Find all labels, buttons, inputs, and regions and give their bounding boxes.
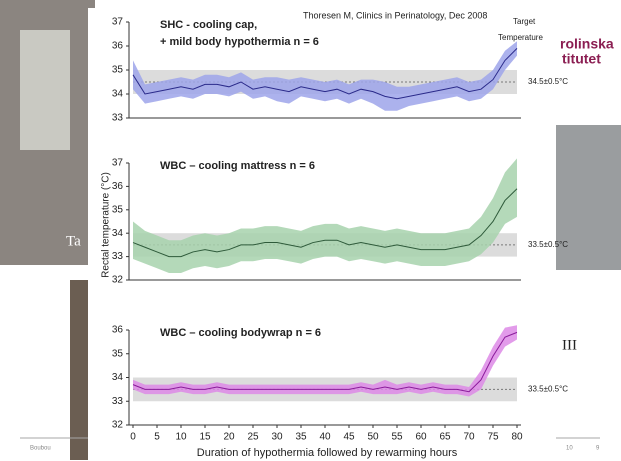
slide-fragment: Ta [66,233,81,249]
panel-title: WBC – cooling bodywrap n = 6 [160,327,321,339]
footer-text: 10 [566,446,573,452]
page-number: 9 [596,446,600,452]
panel-title: WBC – cooling mattress n = 6 [160,160,315,172]
target-label: 34.5±0.5°C [528,77,568,86]
spread-band [133,158,517,273]
x-tick-label: 20 [223,432,235,443]
y-axis-label: Rectal temperature (°C) [101,172,112,278]
x-tick-label: 25 [247,432,259,443]
logo-text: titutet [562,51,601,67]
x-tick-label: 0 [130,432,136,443]
y-tick-label: 34 [112,89,124,100]
x-tick-label: 60 [415,432,427,443]
x-tick-label: 65 [439,432,451,443]
x-tick-label: 15 [199,432,211,443]
logo-text: rolinska [560,36,614,52]
spread-band [133,41,517,111]
y-tick-label: 35 [112,348,124,359]
y-tick-label: 35 [112,204,124,215]
photo-right [555,125,621,270]
mean-line [132,331,518,393]
y-tick-label: 33 [112,113,124,124]
y-tick-label: 36 [112,181,124,192]
slide-fragment: III [562,337,577,353]
y-tick-label: 33 [112,396,124,407]
target-label: 33.5±0.5°C [528,384,568,393]
y-tick-label: 32 [112,275,124,286]
panel-title: SHC - cooling cap, [160,19,257,31]
x-tick-label: 40 [319,432,331,443]
y-tick-label: 37 [112,158,124,169]
target-header: Target [513,17,536,26]
y-tick-label: 34 [112,372,124,383]
x-tick-label: 5 [154,432,160,443]
target-header: Temperature [498,33,543,42]
panel-subtitle: + mild body hypothermia n = 6 [160,36,319,48]
mean-line [132,48,518,100]
photo-device [20,30,70,150]
x-tick-label: 70 [463,432,475,443]
x-tick-label: 80 [511,432,523,443]
mean-line [132,188,518,258]
source: Thoresen M, Clinics in Perinatology, Dec… [303,10,487,20]
x-tick-label: 50 [367,432,379,443]
y-tick-label: 37 [112,17,124,28]
y-tick-label: 33 [112,251,124,262]
y-tick-label: 34 [112,228,124,239]
x-tick-label: 55 [391,432,403,443]
footer-text: Boubou [30,446,51,452]
x-tick-label: 30 [271,432,283,443]
y-tick-label: 36 [112,325,124,336]
y-tick-label: 36 [112,41,124,52]
x-tick-label: 10 [175,432,187,443]
target-label: 33.5±0.5°C [528,240,568,249]
x-tick-label: 45 [343,432,355,443]
y-tick-label: 32 [112,420,124,431]
y-tick-label: 35 [112,65,124,76]
x-tick-label: 35 [295,432,307,443]
x-axis-label: Duration of hypothermia followed by rewa… [197,447,458,459]
x-tick-label: 75 [487,432,499,443]
